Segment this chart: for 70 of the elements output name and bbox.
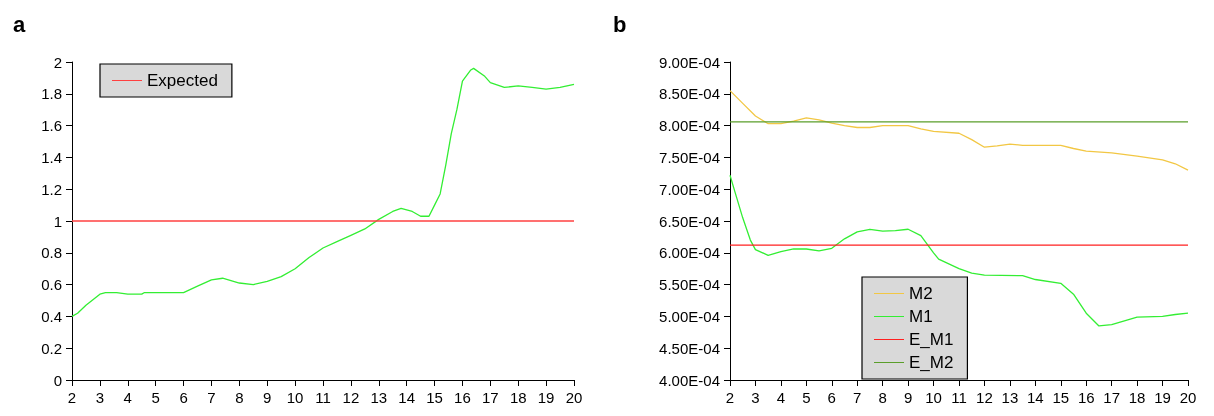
x-tick-label: 2 (67, 389, 77, 406)
y-tick-label: 8.00E-04 (659, 117, 720, 135)
x-tick-label: 3 (95, 389, 105, 406)
y-tick-label: 1.6 (41, 117, 62, 135)
y-tick-label: 5.50E-04 (659, 276, 720, 294)
x-tick-label: 7 (207, 389, 216, 406)
y-tick-label: 9.00E-04 (659, 53, 720, 71)
y-tick-label: 0.4 (41, 307, 62, 325)
x-tick-label: 6 (179, 389, 188, 406)
x-tick-label: 16 (454, 389, 471, 406)
chart-title: b (613, 11, 627, 37)
x-tick-label: 13 (1001, 389, 1019, 406)
y-tick-label: 6.00E-04 (659, 244, 720, 262)
x-tick-label: 13 (370, 389, 388, 406)
legend-label: E_M1 (909, 330, 954, 349)
x-tick-label: 15 (1052, 389, 1070, 406)
y-tick-label: 1.2 (41, 180, 62, 198)
x-tick-label: 4 (123, 389, 132, 406)
y-tick-label: 4.50E-04 (659, 339, 720, 357)
x-tick-label: 11 (315, 389, 331, 406)
x-tick-label: 18 (509, 389, 527, 406)
legend-label: E_M2 (909, 353, 954, 372)
x-tick-label: 11 (951, 389, 967, 406)
x-tick-label: 8 (878, 389, 887, 406)
x-tick-label: 5 (151, 389, 160, 406)
x-tick-label: 20 (565, 389, 583, 406)
legend-label: Expected (147, 71, 218, 90)
x-tick-label: 19 (537, 389, 555, 406)
x-tick-label: 9 (263, 389, 272, 406)
y-tick-label: 0.6 (41, 276, 62, 294)
x-tick-label: 16 (1077, 389, 1095, 406)
x-tick-label: 17 (1103, 389, 1121, 406)
x-tick-label: 12 (342, 389, 360, 406)
line-series (71, 67, 575, 318)
y-tick-label: 0 (53, 371, 62, 389)
chart-title: a (13, 11, 26, 37)
x-tick-label: 14 (1026, 389, 1044, 406)
line-series (729, 174, 1189, 327)
y-tick-label: 8.50E-04 (659, 85, 720, 103)
legend-label: M1 (909, 307, 933, 326)
x-tick-label: 20 (1179, 389, 1197, 406)
y-tick-label: 1.8 (41, 85, 62, 103)
y-tick-label: 0.2 (41, 339, 62, 357)
x-tick-label: 10 (286, 389, 304, 406)
x-tick-label: 17 (481, 389, 499, 406)
y-tick-label: 4.00E-04 (659, 371, 720, 389)
y-tick-label: 5.00E-04 (659, 307, 720, 325)
line-series (729, 89, 1189, 171)
x-tick-label: 7 (853, 389, 862, 406)
x-tick-label: 15 (426, 389, 443, 406)
x-tick-label: 18 (1128, 389, 1146, 406)
x-tick-label: 3 (751, 389, 760, 406)
x-tick-label: 10 (925, 389, 942, 406)
y-tick-label: 7.50E-04 (659, 148, 720, 166)
x-tick-label: 8 (235, 389, 244, 406)
x-tick-label: 4 (776, 389, 786, 406)
x-tick-label: 14 (398, 389, 416, 406)
y-tick-label: 1 (53, 212, 62, 230)
y-tick-label: 2 (53, 53, 62, 71)
y-tick-label: 0.8 (41, 244, 62, 262)
x-tick-label: 5 (802, 389, 811, 406)
y-tick-label: 7.00E-04 (659, 180, 720, 198)
x-tick-label: 12 (976, 389, 993, 406)
legend-label: M2 (909, 284, 933, 303)
x-tick-label: 19 (1154, 389, 1171, 406)
y-tick-label: 1.4 (41, 148, 62, 166)
x-tick-label: 9 (903, 389, 913, 406)
y-tick-label: 6.50E-04 (659, 212, 720, 230)
x-tick-label: 6 (827, 389, 836, 406)
x-tick-label: 2 (725, 389, 735, 406)
